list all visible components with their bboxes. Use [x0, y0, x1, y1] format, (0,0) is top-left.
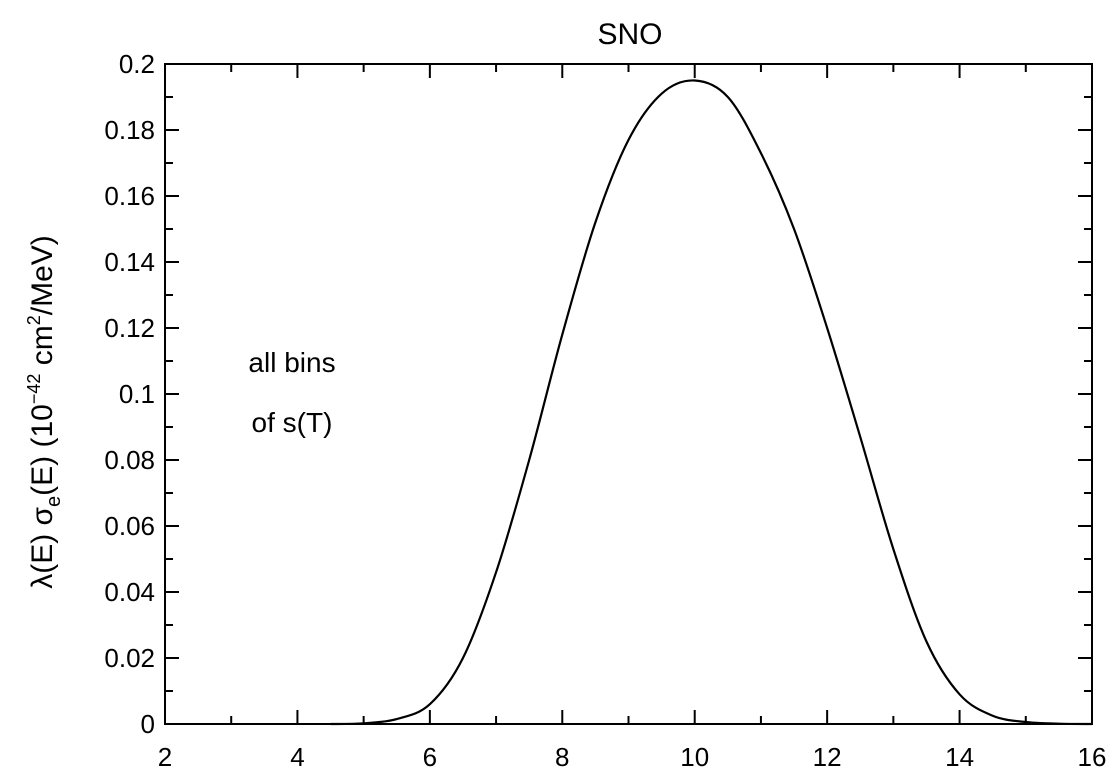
- y-axis-label-units-exp: 2: [24, 315, 44, 325]
- x-tick-label: 8: [555, 742, 569, 772]
- y-tick-label: 0.06: [104, 511, 155, 541]
- y-tick-label: 0: [141, 709, 155, 739]
- y-tick-label: 0.08: [104, 445, 155, 475]
- y-tick-label: 0.1: [119, 379, 155, 409]
- y-axis-label-tail: (E) (10: [26, 404, 59, 496]
- x-tick-label: 16: [1078, 742, 1107, 772]
- x-tick-label: 2: [158, 742, 172, 772]
- y-tick-label: 0.2: [119, 49, 155, 79]
- x-tick-label: 14: [945, 742, 974, 772]
- y-tick-label: 0.16: [104, 181, 155, 211]
- y-tick-label: 0.14: [104, 247, 155, 277]
- x-tick-label: 12: [813, 742, 842, 772]
- series-line: [330, 79, 1093, 726]
- plot-frame: [164, 63, 1093, 725]
- axis-tick-labels: 2 4 6 8 10 12 14 16 0 0.02 0.04 0.06 0.08 0.1 0.12 0.14…: [104, 49, 1106, 772]
- annotation-line-1: all bins: [248, 347, 335, 378]
- y-axis-label-units: cm: [26, 325, 59, 373]
- y-axis-label-main: λ(E) σ: [26, 506, 59, 588]
- y-axis-label-sub: e: [43, 496, 65, 507]
- y-tick-label: 0.04: [104, 577, 155, 607]
- annotation-line-2: of s(T): [252, 407, 333, 438]
- x-tick-label: 4: [290, 742, 304, 772]
- y-axis-label-units-tail: /MeV): [26, 235, 59, 315]
- y-axis-label-exp: −42: [24, 374, 44, 405]
- axis-ticks: [164, 63, 1093, 725]
- chart-title: SNO: [597, 18, 662, 51]
- x-tick-label: 6: [423, 742, 437, 772]
- y-tick-label: 0.18: [104, 115, 155, 145]
- x-tick-label: 10: [680, 742, 709, 772]
- y-tick-label: 0.12: [104, 313, 155, 343]
- y-tick-label: 0.02: [104, 643, 155, 673]
- y-axis-label: λ(E) σe(E) (10−42 cm2/MeV): [24, 235, 65, 589]
- svg-text:λ(E) σe(E) (10−42 cm2/MeV): λ(E) σe(E) (10−42 cm2/MeV): [24, 235, 65, 589]
